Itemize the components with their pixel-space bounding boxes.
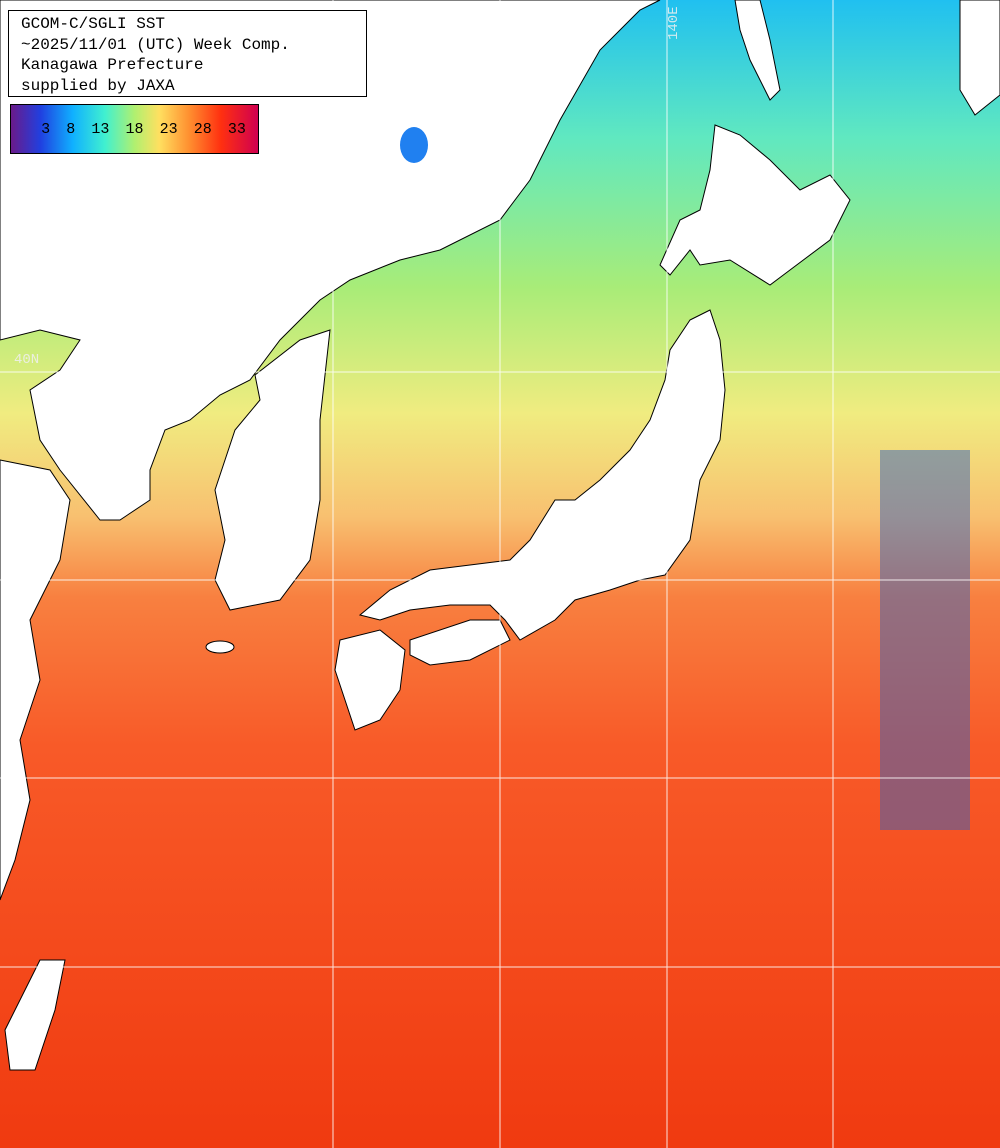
lake — [400, 127, 428, 163]
shikoku — [409, 619, 511, 666]
info-line: Kanagawa Prefecture — [21, 56, 204, 74]
jeju — [205, 640, 235, 654]
hokkaido — [659, 124, 851, 286]
kyushu — [334, 629, 406, 731]
info-box: GCOM-C/SGLI SST ~2025/11/01 (UTC) Week Co… — [8, 10, 367, 97]
info-line: ~2025/11/01 (UTC) Week Comp. — [21, 35, 290, 54]
info-line: supplied by JAXA — [21, 76, 175, 95]
lon-label: 140E — [666, 6, 682, 40]
colorbar-label: 23 — [159, 120, 178, 138]
china-coast — [0, 459, 71, 901]
colorbar-label: 28 — [193, 120, 212, 138]
colorbar-label: 33 — [227, 120, 246, 138]
colorbar-label: 8 — [66, 120, 76, 138]
colorbar-label: 18 — [125, 120, 144, 138]
lat-label: 40N — [14, 352, 40, 368]
sakhalin — [734, 0, 781, 101]
honshu — [358, 309, 726, 641]
colorbar: 3 8 13 18 23 28 33 — [10, 104, 259, 154]
colorbar-label: 13 — [91, 120, 110, 138]
russia-east — [959, 0, 1000, 116]
taiwan — [4, 959, 66, 1071]
korea — [214, 329, 331, 611]
info-line: GCOM-C/SGLI SST — [21, 15, 166, 33]
cloud-gap — [880, 450, 970, 830]
colorbar-label: 3 — [41, 120, 51, 138]
